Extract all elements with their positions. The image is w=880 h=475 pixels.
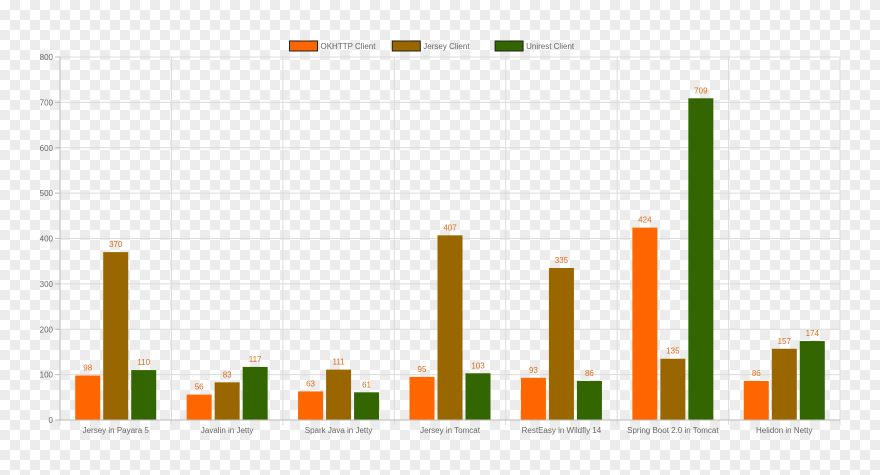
- bar-1-2: [242, 366, 268, 420]
- bar-1-0: [186, 394, 212, 420]
- x-tick-label-4: RestEasy in Wildfly 14: [522, 426, 602, 435]
- bar-1-1: [214, 382, 240, 420]
- bar-5-1: [660, 358, 686, 420]
- data-label-3-1: 407: [443, 223, 457, 232]
- legend-swatch-1: [391, 40, 421, 52]
- data-label-0-1: 370: [109, 240, 123, 249]
- data-label-2-0: 63: [306, 379, 315, 388]
- x-axis: Jersey in Payara 5 Javalin in Jetty Spark …: [60, 419, 840, 435]
- data-label-4-1: 335: [555, 256, 569, 265]
- data-label-1-2: 117: [249, 355, 262, 364]
- bar-4-1: [548, 267, 574, 420]
- bar-2-0: [298, 391, 324, 420]
- legend-item-0[interactable]: OKHTTP Client: [289, 40, 377, 52]
- legend-swatch-0: [289, 40, 318, 52]
- data-label-0-0: 98: [83, 364, 92, 373]
- bar-0-1: [103, 252, 129, 420]
- y-tick-label-8: 800: [40, 53, 54, 62]
- data-label-0-2: 110: [137, 358, 150, 367]
- data-label-5-1: 135: [666, 347, 680, 356]
- bar-5-2: [688, 98, 714, 420]
- x-tick-label-2: Spark Java in Jetty: [305, 426, 373, 435]
- bar-0-0: [75, 375, 101, 420]
- y-tick-label-6: 600: [40, 144, 54, 153]
- chart-legend[interactable]: OKHTTP Client Jersey Client Unirest Client: [289, 40, 575, 52]
- legend-swatch-2: [494, 40, 524, 52]
- data-label-5-0: 424: [638, 216, 652, 225]
- bar-5-0: [632, 227, 658, 420]
- bar-3-1: [437, 235, 463, 420]
- x-tick-label-6: Helidon in Netty: [756, 426, 812, 435]
- y-tick-label-2: 200: [40, 325, 54, 334]
- bar-6-2: [799, 341, 825, 420]
- legend-item-2[interactable]: Unirest Client: [494, 40, 575, 52]
- legend-label-0: OKHTTP Client: [321, 42, 377, 51]
- x-tick-label-1: Javalin in Jetty: [201, 426, 253, 435]
- data-label-5-2: 709: [694, 86, 708, 95]
- legend-item-1[interactable]: Jersey Client: [391, 40, 470, 52]
- bar-4-2: [576, 380, 602, 420]
- bar-6-1: [771, 348, 797, 420]
- y-tick-label-1: 100: [40, 371, 54, 380]
- data-label-4-2: 86: [585, 369, 594, 378]
- data-label-3-2: 103: [471, 361, 485, 370]
- data-label-1-0: 56: [195, 383, 204, 392]
- x-tick-label-0: Jersey in Payara 5: [83, 426, 150, 435]
- data-label-3-0: 95: [418, 365, 427, 374]
- data-label-1-1: 83: [223, 370, 232, 379]
- data-label-2-2: 61: [362, 380, 371, 389]
- bar-3-0: [409, 376, 435, 420]
- x-tick-label-5: Spring Boot 2.0 in Tomcat: [627, 426, 719, 435]
- data-labels: 98 370 110 56 83 117 63 111 61 95 407 103 93 335 86 424…: [83, 86, 819, 391]
- x-tick-label-3: Jersey in Tomcat: [420, 426, 481, 435]
- bar-4-0: [520, 377, 546, 420]
- y-tick-label-0: 0: [49, 416, 54, 425]
- data-label-6-1: 157: [778, 337, 792, 346]
- data-label-6-2: 174: [806, 329, 820, 338]
- data-label-6-0: 86: [752, 369, 761, 378]
- bar-2-2: [354, 392, 380, 420]
- y-tick-label-7: 700: [40, 98, 54, 107]
- data-label-4-0: 93: [529, 366, 538, 375]
- bar-3-2: [465, 373, 491, 420]
- bar-2-1: [326, 369, 352, 420]
- y-tick-label-3: 300: [40, 280, 54, 289]
- bar-6-0: [743, 380, 769, 420]
- data-label-2-1: 111: [332, 358, 345, 367]
- y-axis: 0 100 200 300 400 500 600 700 800: [40, 53, 61, 425]
- chart-bars: [75, 98, 825, 420]
- y-tick-label-4: 400: [40, 235, 54, 244]
- y-tick-label-5: 500: [40, 189, 54, 198]
- bar-0-2: [131, 370, 157, 420]
- legend-label-1: Jersey Client: [423, 42, 470, 51]
- legend-label-2: Unirest Client: [526, 42, 575, 51]
